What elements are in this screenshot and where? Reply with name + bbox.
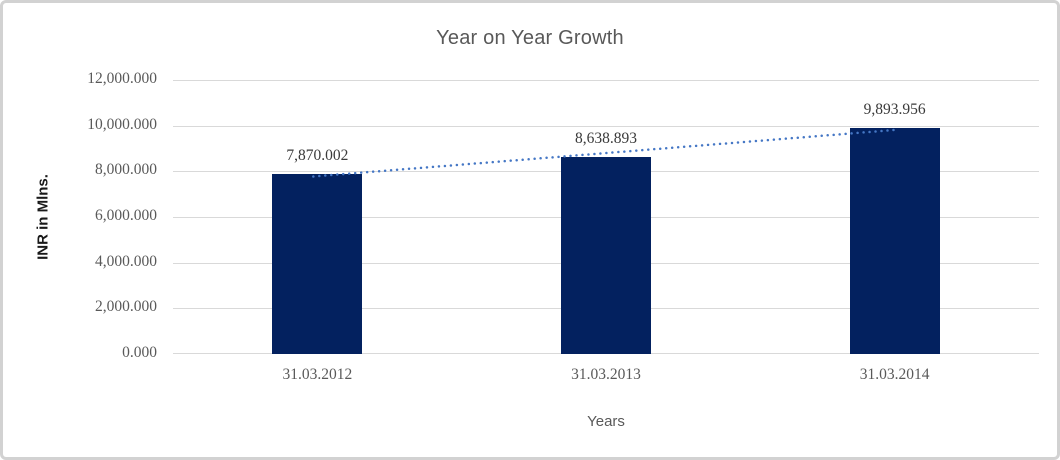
bar-31.03.2012: [272, 174, 363, 354]
x-axis-title: Years: [587, 413, 625, 430]
y-tick-label: 0.000: [122, 344, 157, 361]
y-tick-label: 2,000.000: [95, 298, 157, 316]
bar-31.03.2014: [849, 128, 940, 354]
x-tick-label: 31.03.2013: [571, 366, 641, 383]
y-tick-label: 6,000.000: [95, 207, 157, 224]
bar-31.03.2013: [561, 156, 651, 354]
x-tick-label: 31.03.2014: [859, 366, 930, 383]
data-label: 8,638.893: [575, 129, 637, 147]
chart-title: Year on Year Growth: [436, 27, 624, 49]
gridline: [173, 125, 1039, 127]
y-axis-tick-labels: 0.000 2,000.000 4,000.000 6,000.000 8,000.00…: [3, 70, 161, 361]
plot-area: 7,870.002 8,638.893 9,893.956: [173, 80, 1039, 354]
data-label: 7,870.002: [286, 147, 349, 165]
y-tick-label: 12,000.000: [87, 70, 157, 87]
y-tick-label: 4,000.000: [95, 252, 157, 270]
x-axis-tick-labels: 31.03.2012 31.03.2013 31.03.2014: [173, 366, 1039, 388]
y-tick-label: 10,000.000: [87, 115, 157, 133]
x-tick-label: 31.03.2012: [282, 366, 353, 383]
y-tick-label: 8,000.000: [95, 161, 157, 179]
data-label: 9,893.956: [863, 101, 926, 119]
gridline: [173, 80, 1039, 81]
